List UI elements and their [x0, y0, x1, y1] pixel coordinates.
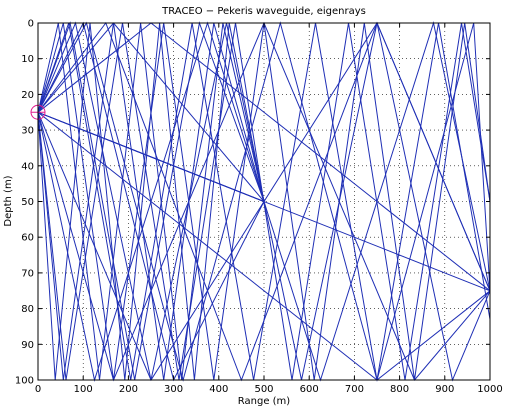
y-tick-label: 30 — [21, 126, 34, 137]
x-tick-label: 100 — [74, 384, 93, 395]
y-tick-label: 90 — [21, 340, 34, 351]
y-tick-label: 50 — [21, 197, 34, 208]
x-tick-label: 400 — [209, 384, 228, 395]
y-tick-label: 40 — [21, 161, 34, 172]
chart-title: TRACEO − Pekeris waveguide, eigenrays — [161, 6, 366, 17]
y-tick-label: 20 — [21, 90, 34, 101]
x-tick-label: 700 — [345, 384, 364, 395]
y-axis-label: Depth (m) — [3, 175, 14, 226]
x-tick-label: 0 — [35, 384, 41, 395]
eigenray-path — [37, 21, 265, 382]
eigenray-path — [37, 111, 265, 202]
y-tick-label: 10 — [21, 54, 34, 65]
y-tick-label: 80 — [21, 304, 34, 315]
y-tick-label: 0 — [28, 19, 34, 30]
x-tick-label: 600 — [300, 384, 319, 395]
x-tick-label: 200 — [119, 384, 138, 395]
x-tick-label: 1000 — [477, 384, 502, 395]
y-tick-labels: 0 10 20 30 40 50 60 70 80 90 100 — [15, 19, 490, 387]
y-tick-label: 60 — [21, 233, 34, 244]
eigenray-path — [37, 22, 491, 381]
y-tick-label: 70 — [21, 268, 34, 279]
x-tick-labels: 0 100 200 300 400 500 600 700 800 900 1000 — [35, 23, 503, 395]
x-tick-label: 800 — [390, 384, 409, 395]
y-tick-label: 100 — [15, 376, 34, 387]
x-tick-label: 500 — [254, 384, 273, 395]
x-tick-label: 300 — [164, 384, 183, 395]
x-tick-label: 900 — [435, 384, 454, 395]
x-axis-label: Range (m) — [238, 396, 291, 407]
eigenray-path — [37, 22, 265, 381]
